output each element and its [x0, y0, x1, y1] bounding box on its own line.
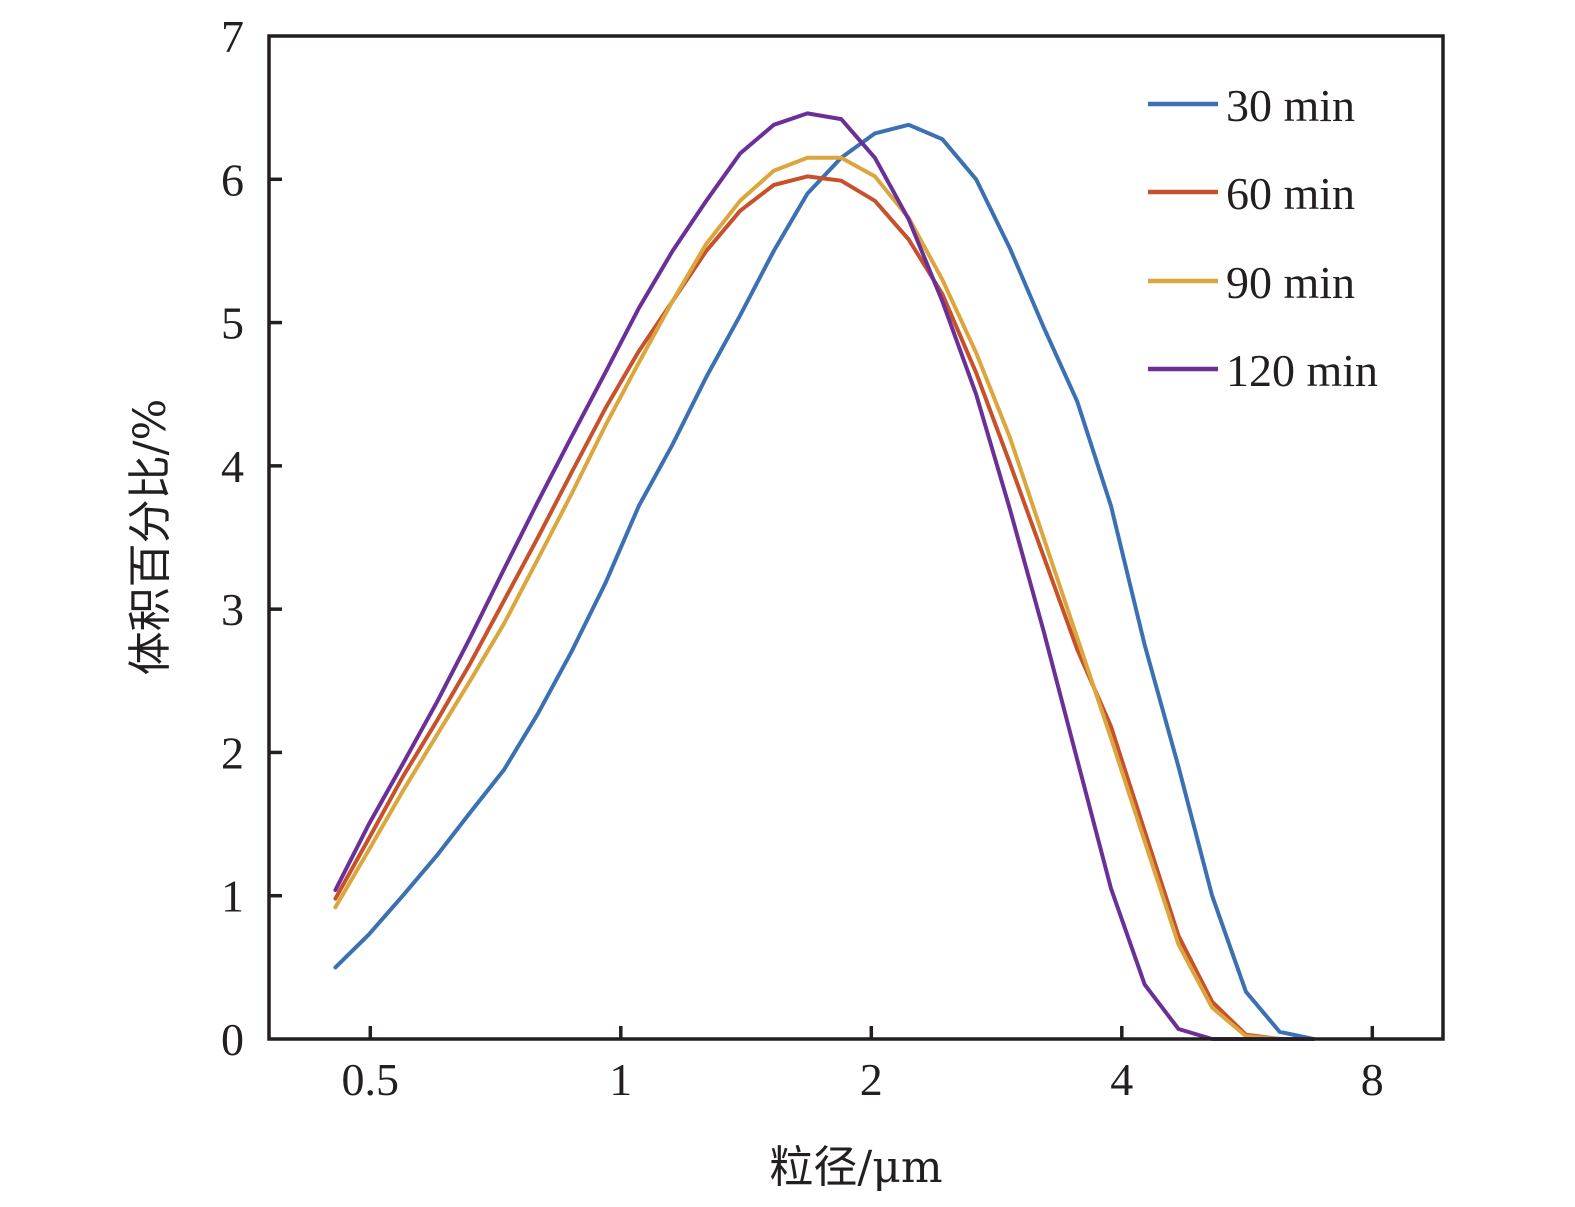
y-tick-label: 3 — [221, 584, 244, 635]
legend-item: 120 min — [1148, 345, 1378, 396]
legend-label: 60 min — [1226, 168, 1355, 219]
series-layer — [333, 111, 1316, 1041]
x-tick-label: 2 — [860, 1054, 883, 1105]
x-axis-title: 粒径/μm — [769, 1142, 942, 1193]
y-tick-label: 5 — [221, 298, 244, 349]
ticks-layer: 0 1 2 3 4 5 6 7 0.5 1 2 4 8 — [221, 11, 1384, 1105]
x-tick-label: 0.5 — [342, 1054, 400, 1105]
legend-item: 30 min — [1148, 80, 1355, 131]
y-tick-label: 7 — [221, 11, 244, 62]
y-axis-title: 体积百分比/% — [125, 399, 176, 676]
series-line-30-min — [333, 122, 1316, 1041]
series-line-120-min — [333, 111, 1316, 1041]
legend-item: 60 min — [1148, 168, 1355, 219]
legend-label: 120 min — [1226, 345, 1378, 396]
y-tick-label: 6 — [221, 154, 244, 205]
series-line-90-min — [333, 155, 1316, 1041]
x-tick-label: 8 — [1361, 1054, 1384, 1105]
y-tick-label: 2 — [221, 727, 244, 778]
x-tick-label: 4 — [1110, 1054, 1133, 1105]
series-line-60-min — [333, 174, 1316, 1041]
y-tick-label: 0 — [221, 1014, 244, 1065]
y-tick-label: 4 — [221, 441, 244, 492]
legend-label: 30 min — [1226, 80, 1355, 131]
axes-layer — [267, 34, 1445, 1041]
plot-frame — [267, 34, 1445, 1041]
y-tick-label: 1 — [221, 871, 244, 922]
x-tick-label: 1 — [609, 1054, 632, 1105]
legend-label: 90 min — [1226, 257, 1355, 308]
legend-item: 90 min — [1148, 257, 1355, 308]
legend: 30 min 60 min 90 min 120 min — [1148, 80, 1378, 396]
